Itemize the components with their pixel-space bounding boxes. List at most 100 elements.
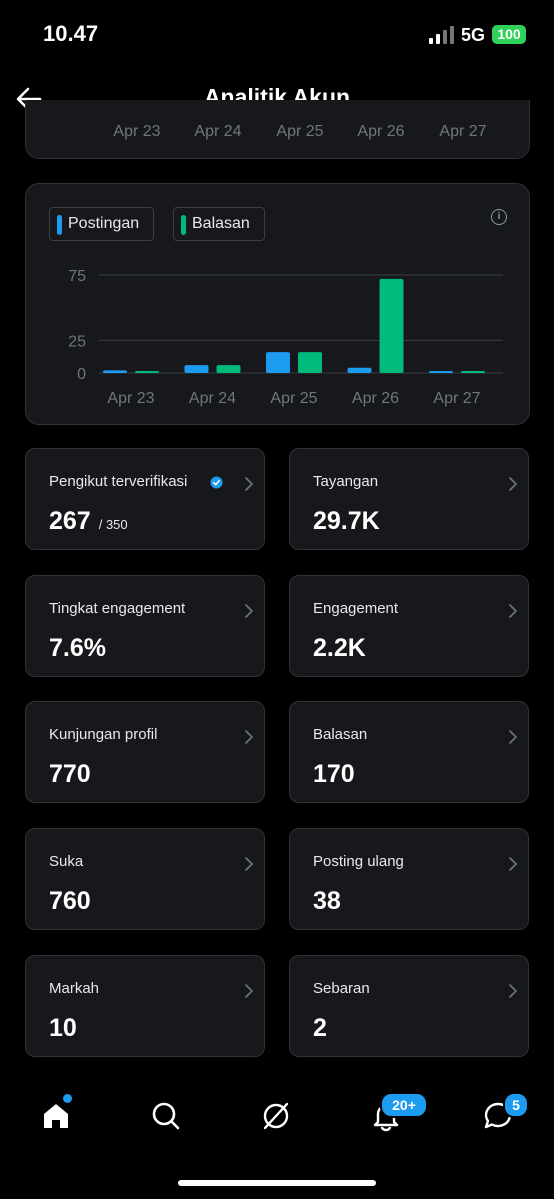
stat-value: 7.6%: [49, 634, 106, 663]
x-tick-label: Apr 24: [189, 390, 236, 407]
bar-chart: 0 25 75 Apr 23 Apr 24 Apr 25 Apr 26 Apr 27: [68, 268, 503, 407]
stat-value-text: 29.7K: [313, 507, 380, 535]
x-tick-label: Apr 27: [433, 390, 480, 407]
chevron-right-icon: [509, 857, 518, 871]
bar-replies[interactable]: [298, 352, 322, 373]
stat-label: Sebaran: [313, 980, 370, 997]
stat-card[interactable]: Markah 10: [25, 955, 265, 1057]
stat-subvalue: / 350: [98, 517, 128, 532]
home-unread-dot: [63, 1094, 72, 1103]
bar-posts[interactable]: [266, 352, 290, 373]
stat-card[interactable]: Tayangan 29.7K: [289, 448, 529, 550]
x-tick-label: Apr 24: [194, 123, 242, 140]
messages-badge: 5: [503, 1092, 529, 1118]
y-tick-label: 25: [68, 333, 86, 350]
x-tick-label: Apr 26: [357, 123, 405, 140]
stat-card[interactable]: Suka 760: [25, 828, 265, 930]
stat-value-text: 2: [313, 1014, 327, 1042]
tab-search[interactable]: [146, 1096, 186, 1136]
chevron-right-icon: [509, 477, 518, 491]
stat-label: Tingkat engagement: [49, 600, 186, 617]
bar-posts[interactable]: [103, 370, 127, 373]
stat-card[interactable]: Kunjungan profil 770: [25, 701, 265, 803]
stat-label: Markah: [49, 980, 100, 997]
stat-card[interactable]: Pengikut terverifikasi 267 / 350: [25, 448, 265, 550]
stat-label: Engagement: [313, 600, 399, 617]
search-icon: [152, 1102, 180, 1130]
bar-replies[interactable]: [216, 365, 241, 373]
previous-chart-card: Apr 23 Apr 24 Apr 25 Apr 26 Apr 27: [25, 100, 530, 159]
tab-grok[interactable]: [256, 1096, 296, 1136]
chevron-right-icon: [245, 984, 254, 998]
x-tick-label: Apr 23: [107, 390, 154, 407]
signal-icon: [429, 26, 454, 44]
stat-value-text: 170: [313, 760, 355, 788]
chevron-right-icon: [245, 477, 254, 491]
stat-card[interactable]: Posting ulang 38: [289, 828, 529, 930]
stat-value: 170: [313, 760, 355, 789]
stat-label: Balasan: [313, 726, 368, 743]
y-tick-label: 0: [77, 366, 86, 383]
x-tick-label: Apr 23: [113, 123, 161, 140]
chevron-right-icon: [245, 604, 254, 618]
legend-swatch-posts: [57, 215, 62, 235]
status-bar: 10.47 5G 100: [0, 0, 554, 70]
legend-posts[interactable]: Postingan: [49, 207, 155, 241]
bar-replies[interactable]: [461, 371, 485, 373]
stat-value: 38: [313, 887, 341, 916]
stat-label: Tayangan: [313, 473, 379, 490]
verified-badge-icon: [210, 476, 223, 489]
stat-label: Posting ulang: [313, 853, 404, 870]
bar-posts[interactable]: [347, 367, 372, 373]
status-time: 10.47: [43, 21, 99, 46]
stat-label: Pengikut terverifikasi: [49, 473, 188, 490]
chevron-right-icon: [509, 730, 518, 744]
stat-value: 2.2K: [313, 634, 366, 663]
stat-card[interactable]: Balasan 170: [289, 701, 529, 803]
home-icon: [44, 1104, 68, 1128]
network-type: 5G: [461, 25, 486, 45]
chevron-right-icon: [509, 984, 518, 998]
info-icon[interactable]: i: [491, 209, 507, 225]
legend-swatch-replies: [181, 215, 186, 235]
bar-replies[interactable]: [135, 371, 159, 373]
stat-value: 770: [49, 760, 91, 789]
stat-value-text: 267: [49, 507, 91, 535]
grok-icon: [263, 1102, 289, 1130]
battery-indicator: 100: [492, 25, 526, 44]
stat-value-text: 7.6%: [49, 634, 106, 662]
x-tick-label: Apr 25: [270, 390, 317, 407]
stat-card[interactable]: Sebaran 2: [289, 955, 529, 1057]
stat-value-text: 10: [49, 1014, 77, 1042]
back-arrow-icon[interactable]: [14, 84, 44, 114]
x-tick-label: Apr 26: [352, 390, 399, 407]
stat-card[interactable]: Tingkat engagement 7.6%: [25, 575, 265, 677]
x-tick-label: Apr 27: [439, 123, 487, 140]
stat-value: 10: [49, 1014, 77, 1043]
stat-value: 267 / 350: [49, 507, 128, 536]
posts-replies-chart-card: Postingan Balasan i 0 25 75 Apr 23 Apr 24 Apr…: [25, 183, 530, 425]
x-tick-label: Apr 25: [276, 123, 324, 140]
stat-card[interactable]: Engagement 2.2K: [289, 575, 529, 677]
stat-value-text: 760: [49, 887, 91, 915]
bar-posts[interactable]: [429, 371, 453, 373]
stat-value-text: 770: [49, 760, 91, 788]
home-indicator: [178, 1180, 376, 1186]
stat-value-text: 2.2K: [313, 634, 366, 662]
stat-value: 29.7K: [313, 507, 380, 536]
chevron-right-icon: [245, 730, 254, 744]
bottom-tab-bar: 20+ 5: [0, 1080, 554, 1199]
chevron-right-icon: [509, 604, 518, 618]
chevron-right-icon: [245, 857, 254, 871]
y-tick-label: 75: [68, 268, 86, 285]
stat-label: Kunjungan profil: [49, 726, 158, 743]
legend-replies[interactable]: Balasan: [173, 207, 265, 241]
tab-home[interactable]: [36, 1096, 76, 1136]
stat-value: 2: [313, 1014, 327, 1043]
bar-posts[interactable]: [184, 365, 209, 373]
notifications-badge: 20+: [380, 1092, 428, 1118]
bar-replies[interactable]: [379, 278, 404, 373]
stat-value: 760: [49, 887, 91, 916]
stat-value-text: 38: [313, 887, 341, 915]
legend-label-posts: Postingan: [68, 215, 140, 232]
